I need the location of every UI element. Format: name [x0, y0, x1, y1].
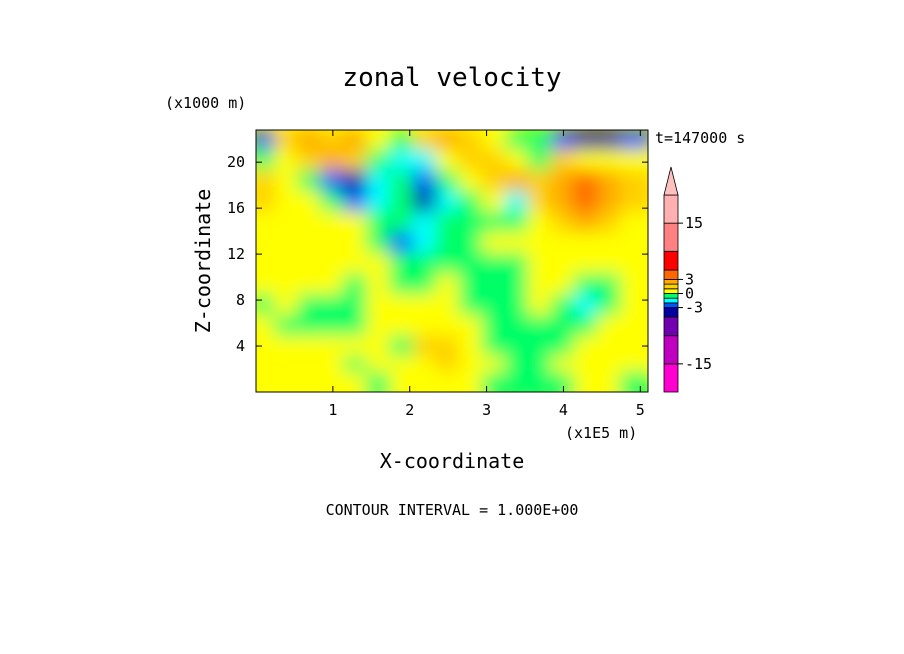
colorbar-segment — [663, 316, 679, 337]
x-tick-label: 2 — [405, 401, 414, 419]
y-tick-label: 4 — [236, 337, 245, 355]
field-cell — [619, 371, 648, 392]
x-tick-label: 1 — [328, 401, 337, 419]
colorbar-label: -15 — [685, 355, 712, 373]
colorbar-segment — [663, 307, 679, 318]
colorbar-segment — [663, 194, 679, 224]
colorbar-label: -3 — [685, 299, 703, 317]
time-label: t=147000 s — [655, 129, 745, 147]
x-axis-ticks: 1 2 3 4 5 — [328, 130, 645, 419]
y-tick-label: 16 — [227, 199, 245, 217]
y-axis-label: Z-coordinate — [191, 189, 215, 334]
x-unit-label: (x1E5 m) — [565, 424, 637, 442]
contour-interval-note: CONTOUR INTERVAL = 1.000E+00 — [326, 501, 579, 519]
colorbar-segment — [663, 288, 679, 294]
colorbar-labels: 15 30-3 -15 — [678, 214, 712, 373]
y-unit-label: (x1000 m) — [165, 94, 246, 112]
colorbar-segment — [663, 283, 679, 290]
colorbar-label: 3 — [685, 270, 694, 288]
colorbar-segment — [663, 302, 679, 308]
y-tick-label: 8 — [236, 291, 245, 309]
colorbar-segment — [663, 293, 679, 299]
x-tick-label: 5 — [636, 401, 645, 419]
colorbar-segment — [663, 363, 679, 393]
colorbar-segment — [663, 297, 679, 304]
colorbar-label: 0 — [685, 285, 694, 303]
x-tick-label: 3 — [482, 401, 491, 419]
x-tick-label: 4 — [559, 401, 568, 419]
y-tick-label: 20 — [227, 153, 245, 171]
colorbar — [663, 166, 679, 393]
y-axis-ticks: 4 8 12 16 20 — [227, 153, 648, 355]
colorbar-segment — [663, 279, 679, 285]
colorbar-extension-arrow — [663, 166, 679, 196]
colorbar-segment — [663, 222, 679, 252]
colorbar-segment — [663, 335, 679, 365]
x-axis-label: X-coordinate — [380, 449, 525, 473]
colorbar-segment — [663, 250, 679, 271]
colorbar-segment — [663, 269, 679, 280]
y-tick-label: 12 — [227, 245, 245, 263]
chart-title: zonal velocity — [342, 63, 561, 93]
plot-frame — [255, 129, 649, 393]
colorbar-label: 15 — [685, 214, 703, 232]
contour-field — [256, 130, 648, 392]
